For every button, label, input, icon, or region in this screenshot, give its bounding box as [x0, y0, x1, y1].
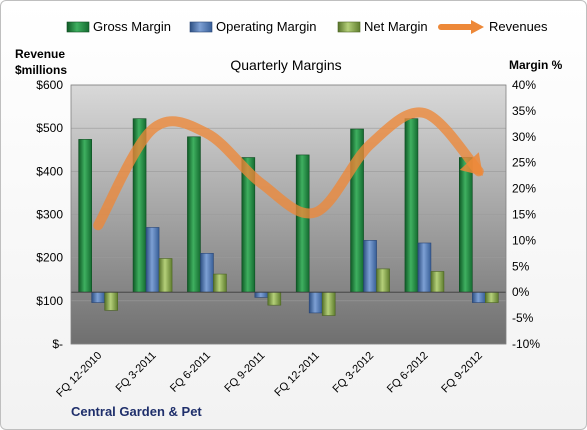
bars — [78, 118, 499, 316]
y-right-tick-label: 40% — [512, 78, 536, 92]
x-tick-label: FQ 9-2011 — [222, 350, 267, 395]
bar-operating-margin-fq-9-2012 — [472, 291, 486, 303]
bar-operating-margin-fq-12-2011 — [308, 291, 323, 314]
bar-gross-margin-fq-12-2010 — [78, 139, 92, 293]
bar-operating-margin-fq-6-2011 — [200, 253, 214, 293]
y-right-tick-label: -10% — [512, 337, 540, 351]
bar-net-margin-fq-12-2011 — [321, 291, 336, 316]
bar-operating-margin-fq-12-2010 — [91, 291, 105, 303]
bar-net-margin-fq-3-2012 — [376, 268, 390, 293]
y-left-tick-label: $300 — [36, 208, 63, 222]
y-right-tick-label: 0% — [512, 285, 530, 299]
legend: Gross Margin Operating Margin Net Margin… — [66, 19, 548, 34]
y-left-tick-label: $400 — [36, 164, 63, 178]
legend-label-gross-margin: Gross Margin — [93, 19, 171, 34]
y-left-tick-label: $500 — [36, 121, 63, 135]
y-right-tick-label: 10% — [512, 233, 536, 247]
bar-gross-margin-fq-6-2011 — [187, 136, 201, 293]
bar-operating-margin-fq-3-2011 — [145, 227, 160, 293]
bar-gross-margin-fq-12-2011 — [295, 154, 310, 293]
bar-operating-margin-fq-3-2012 — [363, 240, 377, 293]
y-left-axis-title-line1: Revenue — [15, 47, 65, 61]
legend-item-gross-margin[interactable]: Gross Margin — [66, 19, 171, 34]
bar-operating-margin-fq-6-2012 — [417, 242, 432, 293]
x-tick-label: FQ 6-2012 — [385, 350, 431, 396]
legend-arrowhead-icon — [471, 20, 484, 34]
y-left-tick-label: $600 — [36, 78, 63, 92]
bar-net-margin-fq-12-2010 — [104, 291, 118, 311]
bar-net-margin-fq-3-2011 — [158, 258, 173, 293]
y-left-tick-label: $- — [52, 337, 63, 351]
y-left-tick-label: $200 — [36, 251, 63, 265]
y-left-tick-label: $100 — [36, 294, 63, 308]
left-axis-ticks: $- $100 $200 $300 $400 $500 $600 — [36, 78, 63, 351]
x-tick-label: FQ 3-2011 — [114, 350, 159, 395]
y-right-tick-label: 20% — [512, 182, 536, 196]
y-right-axis-title: Margin % — [509, 58, 563, 72]
x-tick-label: FQ 9-2012 — [439, 350, 485, 396]
chart-title: Quarterly Margins — [230, 57, 341, 73]
plot-border — [70, 84, 507, 345]
legend-label-revenues: Revenues — [489, 19, 548, 34]
revenue-line-group — [93, 107, 484, 231]
legend-item-revenues[interactable]: Revenues — [438, 19, 548, 34]
legend-swatch-net-margin — [337, 21, 361, 33]
company-name: Central Garden & Pet — [71, 404, 202, 419]
x-tick-label: FQ 12-2010 — [54, 350, 104, 400]
revenue-arrowhead-icon — [459, 152, 483, 176]
legend-label-net-margin: Net Margin — [364, 19, 428, 34]
bar-net-margin-fq-6-2012 — [430, 271, 445, 293]
x-tick-label: FQ 12-2011 — [272, 350, 321, 399]
legend-item-net-margin[interactable]: Net Margin — [337, 19, 428, 34]
legend-item-operating-margin[interactable]: Operating Margin — [189, 19, 316, 34]
bar-net-margin-fq-9-2011 — [267, 291, 282, 306]
bar-gross-margin-fq-9-2012 — [459, 157, 473, 293]
x-tick-label: FQ 6-2011 — [168, 350, 213, 395]
x-tick-label: FQ 3-2012 — [331, 350, 377, 396]
y-left-axis-title-line2: $millions — [15, 63, 67, 77]
y-right-tick-label: -5% — [512, 311, 534, 325]
y-right-tick-label: 35% — [512, 104, 536, 118]
right-axis-ticks: -10% -5% 0% 5% 10% 15% 20% 25% 30% 35% 40% — [512, 78, 540, 351]
legend-label-operating-margin: Operating Margin — [216, 19, 316, 34]
bar-net-margin-fq-9-2012 — [485, 291, 499, 303]
bar-operating-margin-fq-9-2011 — [254, 291, 269, 298]
legend-swatch-gross-margin — [66, 21, 90, 33]
x-axis-ticks: FQ 12-2010 FQ 3-2011 FQ 6-2011 FQ 9-2011 FQ … — [54, 350, 485, 400]
y-right-tick-label: 15% — [512, 208, 536, 222]
y-right-tick-label: 5% — [512, 259, 530, 273]
bar-net-margin-fq-6-2011 — [213, 273, 227, 293]
y-right-tick-label: 30% — [512, 130, 536, 144]
bar-gross-margin-fq-6-2012 — [404, 118, 419, 293]
y-right-tick-label: 25% — [512, 156, 536, 170]
legend-swatch-operating-margin — [189, 21, 213, 33]
